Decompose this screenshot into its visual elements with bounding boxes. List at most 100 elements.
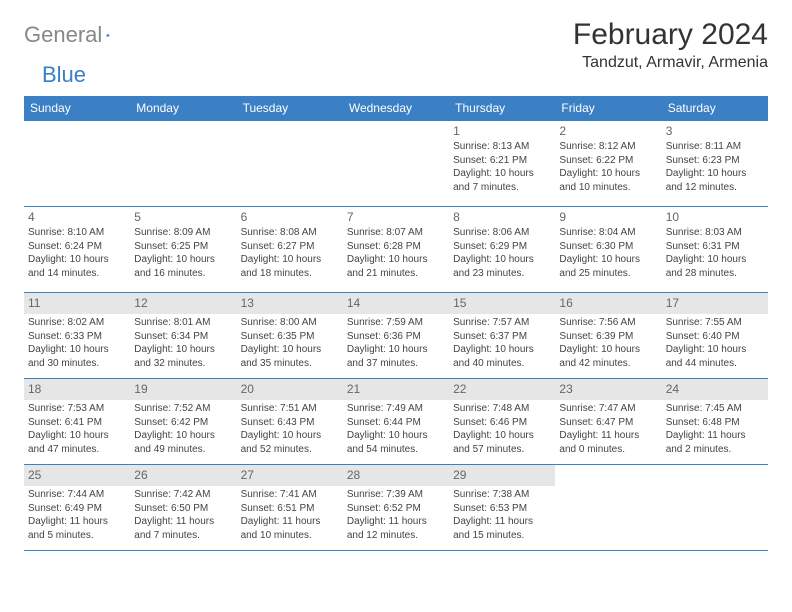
calendar-cell: 22Sunrise: 7:48 AMSunset: 6:46 PMDayligh… [449,379,555,465]
day-header: Saturday [662,96,768,121]
day-info: Sunrise: 8:07 AMSunset: 6:28 PMDaylight:… [347,226,445,280]
sunrise: Sunrise: 7:44 AM [28,488,126,502]
sunset: Sunset: 6:27 PM [241,240,339,254]
day-number: 26 [134,468,232,482]
month-title: February 2024 [573,18,768,52]
calendar-cell: 12 Sunrise: 8:01 AMSunset: 6:34 PMDayligh… [130,293,236,379]
sunrise: Sunrise: 8:09 AM [134,226,232,240]
calendar-cell: 25Sunrise: 7:44 AMSunset: 6:49 PMDayligh… [24,465,130,551]
daylight: Daylight: 10 hours and 7 minutes. [453,167,551,194]
logo-text-blue: Blue [42,62,86,88]
day-header: Thursday [449,96,555,121]
calendar-cell [24,121,130,207]
calendar-cell [662,465,768,551]
calendar-cell: 17 Sunrise: 7:55 AMSunset: 6:40 PMDayligh… [662,293,768,379]
sunrise: Sunrise: 7:48 AM [453,402,551,416]
daylight: Daylight: 11 hours and 15 minutes. [453,515,551,542]
calendar-cell: 24 Sunrise: 7:45 AMSunset: 6:48 PMDayligh… [662,379,768,465]
day-info: Sunrise: 8:08 AMSunset: 6:27 PMDaylight:… [241,226,339,280]
day-number: 22 [453,382,551,396]
day-info: Sunrise: 7:53 AMSunset: 6:41 PMDaylight:… [28,402,126,456]
day-info: Sunrise: 8:01 AMSunset: 6:34 PMDaylight:… [134,316,232,370]
day-number: 18 [28,382,126,396]
day-info: Sunrise: 8:03 AMSunset: 6:31 PMDaylight:… [666,226,764,280]
day-info: Sunrise: 8:02 AMSunset: 6:33 PMDaylight:… [28,316,126,370]
sunset: Sunset: 6:36 PM [347,330,445,344]
day-header: Monday [130,96,236,121]
day-info: Sunrise: 7:51 AMSunset: 6:43 PMDaylight:… [241,402,339,456]
calendar-week: 11Sunrise: 8:02 AMSunset: 6:33 PMDayligh… [24,293,768,379]
sunrise: Sunrise: 8:03 AM [666,226,764,240]
day-info: Sunrise: 8:10 AMSunset: 6:24 PMDaylight:… [28,226,126,280]
day-info: Sunrise: 7:41 AMSunset: 6:51 PMDaylight:… [241,488,339,542]
daylight: Daylight: 10 hours and 42 minutes. [559,343,657,370]
sunset: Sunset: 6:48 PM [666,416,764,430]
day-header: Wednesday [343,96,449,121]
day-info: Sunrise: 7:42 AMSunset: 6:50 PMDaylight:… [134,488,232,542]
sunset: Sunset: 6:37 PM [453,330,551,344]
sunrise: Sunrise: 7:38 AM [453,488,551,502]
day-number: 4 [28,210,126,224]
sunrise: Sunrise: 7:39 AM [347,488,445,502]
day-number: 10 [666,210,764,224]
sunset: Sunset: 6:22 PM [559,154,657,168]
day-number: 3 [666,124,764,138]
day-info: Sunrise: 7:55 AMSunset: 6:40 PMDaylight:… [666,316,764,370]
sunset: Sunset: 6:52 PM [347,502,445,516]
daylight: Daylight: 11 hours and 5 minutes. [28,515,126,542]
sunset: Sunset: 6:50 PM [134,502,232,516]
calendar-week: 1Sunrise: 8:13 AMSunset: 6:21 PMDaylight… [24,121,768,207]
day-number: 21 [347,382,445,396]
sunrise: Sunrise: 7:53 AM [28,402,126,416]
sunrise: Sunrise: 7:55 AM [666,316,764,330]
calendar-cell: 21 Sunrise: 7:49 AMSunset: 6:44 PMDayligh… [343,379,449,465]
day-number: 13 [241,296,339,310]
day-info: Sunrise: 7:45 AMSunset: 6:48 PMDaylight:… [666,402,764,456]
day-info: Sunrise: 8:06 AMSunset: 6:29 PMDaylight:… [453,226,551,280]
daylight: Daylight: 10 hours and 16 minutes. [134,253,232,280]
sunrise: Sunrise: 8:07 AM [347,226,445,240]
day-number: 12 [134,296,232,310]
daylight: Daylight: 10 hours and 23 minutes. [453,253,551,280]
calendar-cell: 23Sunrise: 7:47 AMSunset: 6:47 PMDayligh… [555,379,661,465]
sunrise: Sunrise: 8:10 AM [28,226,126,240]
calendar-cell: 27 Sunrise: 7:41 AMSunset: 6:51 PMDayligh… [237,465,343,551]
day-number: 17 [666,296,764,310]
daylight: Daylight: 10 hours and 30 minutes. [28,343,126,370]
sunset: Sunset: 6:43 PM [241,416,339,430]
calendar-week: 4 Sunrise: 8:10 AMSunset: 6:24 PMDaylight… [24,207,768,293]
calendar-cell: 13Sunrise: 8:00 AMSunset: 6:35 PMDayligh… [237,293,343,379]
sunrise: Sunrise: 8:02 AM [28,316,126,330]
sunset: Sunset: 6:44 PM [347,416,445,430]
daylight: Daylight: 10 hours and 47 minutes. [28,429,126,456]
day-number: 7 [347,210,445,224]
calendar-cell: 1Sunrise: 8:13 AMSunset: 6:21 PMDaylight… [449,121,555,207]
daylight: Daylight: 10 hours and 18 minutes. [241,253,339,280]
daylight: Daylight: 10 hours and 52 minutes. [241,429,339,456]
daylight: Daylight: 10 hours and 21 minutes. [347,253,445,280]
day-number: 19 [134,382,232,396]
calendar-cell: 19Sunrise: 7:52 AMSunset: 6:42 PMDayligh… [130,379,236,465]
calendar-cell: 6Sunrise: 8:08 AMSunset: 6:27 PMDaylight… [237,207,343,293]
day-number: 20 [241,382,339,396]
daylight: Daylight: 10 hours and 57 minutes. [453,429,551,456]
day-number: 27 [241,468,339,482]
sunset: Sunset: 6:33 PM [28,330,126,344]
calendar-cell: 11 Sunrise: 8:02 AMSunset: 6:33 PMDayligh… [24,293,130,379]
calendar-page: General February 2024 Tandzut, Armavir, … [0,0,792,569]
calendar-cell: 3Sunrise: 8:11 AMSunset: 6:23 PMDaylight… [662,121,768,207]
day-number: 11 [28,296,126,310]
sunrise: Sunrise: 8:00 AM [241,316,339,330]
day-info: Sunrise: 7:49 AMSunset: 6:44 PMDaylight:… [347,402,445,456]
calendar-cell: 28Sunrise: 7:39 AMSunset: 6:52 PMDayligh… [343,465,449,551]
sunrise: Sunrise: 8:01 AM [134,316,232,330]
sunset: Sunset: 6:35 PM [241,330,339,344]
sunrise: Sunrise: 8:06 AM [453,226,551,240]
day-number: 24 [666,382,764,396]
day-number: 14 [347,296,445,310]
day-number: 15 [453,296,551,310]
sunset: Sunset: 6:42 PM [134,416,232,430]
sunrise: Sunrise: 7:45 AM [666,402,764,416]
sunrise: Sunrise: 7:41 AM [241,488,339,502]
calendar-cell [237,121,343,207]
